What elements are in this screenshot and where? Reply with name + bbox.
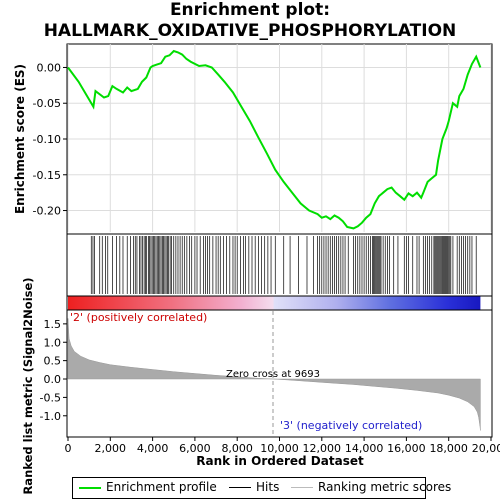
- x-tick-label: 10,000: [260, 442, 299, 455]
- legend-swatch-metric: [291, 487, 313, 488]
- es-ytick-label: -0.05: [33, 97, 61, 110]
- metric-ytick-label: 1.0: [44, 336, 62, 349]
- x-tick-label: 6,000: [179, 442, 211, 455]
- metric-y-ticks: 1.5 1.0 0.5 0.0 -0.5 -1.0: [40, 318, 67, 423]
- x-tick-label: 18,000: [429, 442, 468, 455]
- metric-ytick-label: 1.5: [44, 318, 62, 331]
- es-ytick-label: -0.20: [33, 205, 61, 218]
- metric-ytick-label: -0.5: [40, 391, 61, 404]
- enrichment-profile-line: [67, 49, 482, 230]
- legend: Enrichment profile Hits Ranking metric s…: [72, 477, 451, 499]
- positive-correlation-label: '2' (positively correlated): [70, 311, 207, 324]
- legend-swatch-hits: [229, 487, 251, 488]
- legend-item-ranking-metric: Ranking metric scores: [291, 480, 451, 494]
- x-tick-label: 0: [65, 442, 72, 455]
- ranked-list-heatbar: [68, 296, 481, 310]
- es-y-ticks: 0.00 -0.05 -0.10 -0.15 -0.20: [33, 61, 67, 218]
- x-tick-label: 4,000: [137, 442, 169, 455]
- negative-correlation-label: '3' (negatively correlated): [280, 419, 422, 432]
- hits-panel-frame: [66, 233, 493, 297]
- x-tick-label: 2,000: [95, 442, 127, 455]
- zero-cross-label: Zero cross at 9693: [226, 369, 320, 380]
- legend-swatch-profile: [79, 486, 101, 489]
- title-line-1: Enrichment plot:: [169, 0, 331, 20]
- chart-title: Enrichment plot: HALLMARK_OXIDATIVE_PHOS…: [0, 0, 500, 42]
- es-ytick-label: -0.15: [33, 169, 61, 182]
- x-ticks: 0 2,000 4,000 6,000 8,000 10,000 12,000 14,000 1…: [65, 437, 500, 455]
- x-tick-label: 14,000: [345, 442, 384, 455]
- es-ytick-label: -0.10: [33, 133, 61, 146]
- metric-ylabel: Ranked list metric (Signal2Noise): [21, 277, 35, 494]
- es-ylabel: Enrichment score (ES): [13, 64, 27, 214]
- x-tick-label: 8,000: [221, 442, 253, 455]
- metric-ytick-label: 0.5: [44, 355, 62, 368]
- x-tick-label: 16,000: [387, 442, 426, 455]
- hit-marks: [90, 236, 477, 294]
- metric-ytick-label: 0.0: [44, 373, 62, 386]
- ranking-metric-area: [67, 318, 481, 431]
- title-line-2: HALLMARK_OXIDATIVE_PHOSPHORYLATION: [43, 21, 457, 41]
- legend-item-hits: Hits: [229, 480, 279, 494]
- x-tick-label: 20,000: [472, 442, 500, 455]
- x-tick-label: 12,000: [303, 442, 342, 455]
- legend-item-enrichment-profile: Enrichment profile: [79, 480, 217, 494]
- es-ytick-label: 0.00: [37, 61, 62, 74]
- metric-ytick-label: -1.0: [40, 410, 61, 423]
- x-axis-label: Rank in Ordered Dataset: [196, 454, 364, 468]
